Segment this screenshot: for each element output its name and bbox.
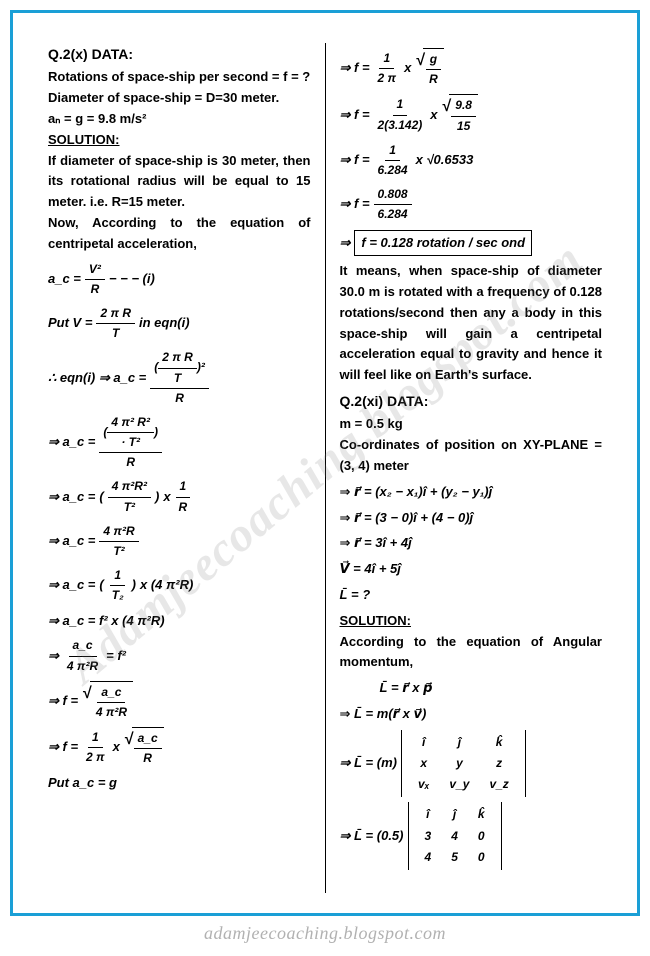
question-heading: Q.2(x) DATA:	[48, 43, 311, 65]
r-eq-matrix2: ⇒ L̄ = (0.5) îĵk̂ 340 450	[340, 802, 603, 870]
equation-5: ⇒ a_c = (4 π²R²T²) x 1R	[48, 477, 311, 516]
equation-2: Put V = 2 π RT in eqn(i)	[48, 304, 311, 343]
left-column: Q.2(x) DATA: Rotations of space-ship per…	[38, 43, 326, 893]
solution-label-2: SOLUTION:	[340, 611, 603, 632]
r-eq-e1: ⇒ r⃗ = (x₂ − x₁)î + (y₂ − y₁)ĵ	[340, 482, 603, 503]
data-line-2: Diameter of space-ship = D=30 meter.	[48, 88, 311, 109]
solution-label: SOLUTION:	[48, 130, 311, 151]
equation-1: a_c = V²R − − − (i)	[48, 260, 311, 299]
two-column-layout: Q.2(x) DATA: Rotations of space-ship per…	[38, 43, 612, 893]
data-line-1: Rotations of space-ship per second = f =…	[48, 67, 311, 88]
r-equation-1: ⇒ f = 12 π x gR	[340, 48, 603, 89]
solution-text-1: If diameter of space-ship is 30 meter, t…	[48, 151, 311, 213]
r-data-2: Co-ordinates of position on XY-PLANE = (…	[340, 435, 603, 477]
r-equation-2: ⇒ f = 12(3.142) x 9.815	[340, 94, 603, 135]
boxed-result: ⇒ f = 0.128 rotation / sec ond	[340, 230, 603, 257]
equation-3: ∴ eqn(i) ⇒ a_c = (2 π RT)² R	[48, 348, 311, 408]
footer-url: adamjeecoaching.blogspot.com	[0, 923, 650, 944]
page-border: Adamjeecoaching.blogspot.com Q.2(x) DATA…	[10, 10, 640, 916]
r-eq-e4: V⃗ = 4î + 5ĵ	[340, 559, 603, 580]
r-eq-e2: ⇒ r⃗ = (3 − 0)î + (4 − 0)ĵ	[340, 508, 603, 529]
equation-12: Put a_c = g	[48, 773, 311, 794]
r-eq-e6: L̄ = r⃗ x p⃗	[340, 678, 603, 699]
equation-11: ⇒ f = 12 π x a_cR	[48, 727, 311, 768]
question-heading-2: Q.2(xi) DATA:	[340, 390, 603, 412]
equation-4: ⇒ a_c = (4 π² R²· T²) R	[48, 413, 311, 473]
r-eq-e5: L̄ = ?	[340, 585, 603, 606]
right-column: ⇒ f = 12 π x gR ⇒ f = 12(3.142) x 9.815 …	[326, 43, 613, 893]
r-eq-e3: ⇒ r⃗ = 3î + 4ĵ	[340, 533, 603, 554]
equation-6: ⇒ a_c = 4 π²RT²	[48, 522, 311, 561]
solution-text-r: According to the equation of Angular mom…	[340, 632, 603, 674]
equation-8: ⇒ a_c = f² x (4 π²R)	[48, 611, 311, 632]
equation-7: ⇒ a_c = (1T₂) x (4 π²R)	[48, 566, 311, 605]
explanation-text: It means, when space-ship of diameter 30…	[340, 261, 603, 386]
r-equation-3: ⇒ f = 16.284 x √0.6533	[340, 141, 603, 180]
equation-9: ⇒ a_c4 π²R = f²	[48, 636, 311, 675]
equation-10: ⇒ f = a_c4 π²R	[48, 681, 311, 722]
r-eq-e7: ⇒ L̄ = m(r⃗ x v⃗)	[340, 704, 603, 725]
r-data-1: m = 0.5 kg	[340, 414, 603, 435]
r-equation-4: ⇒ f = 0.8086.284	[340, 185, 603, 224]
data-line-3: aₙ = g = 9.8 m/s²	[48, 109, 311, 130]
solution-text-2: Now, According to the equation of centri…	[48, 213, 311, 255]
r-eq-matrix1: ⇒ L̄ = (m) îĵk̂ xyz vₓv_yv_z	[340, 730, 603, 798]
